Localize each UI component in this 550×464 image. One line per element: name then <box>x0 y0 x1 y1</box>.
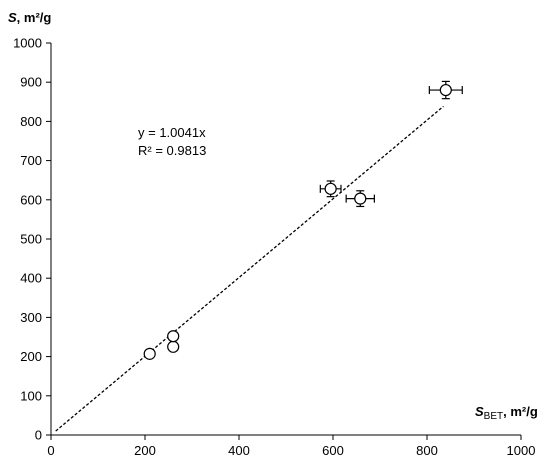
y-tick-label: 700 <box>20 153 42 168</box>
x-tick-label: 600 <box>322 443 344 458</box>
y-tick-label: 800 <box>20 114 42 129</box>
x-tick-label: 1000 <box>507 443 536 458</box>
x-axis-title-subscript: BET <box>484 411 503 422</box>
trendline-group <box>55 105 444 432</box>
x-axis-title-variable: S <box>475 404 484 419</box>
x-tick-label: 200 <box>134 443 156 458</box>
data-point-group <box>428 80 463 100</box>
data-point <box>167 330 180 343</box>
y-axis-title-unit: , m²/g <box>17 10 52 25</box>
x-axis-title: SBET, m²/g <box>475 404 538 422</box>
y-axis-title-variable: S <box>8 10 17 25</box>
data-point-group <box>143 347 156 360</box>
y-tick-label: 200 <box>20 349 42 364</box>
x-tick-label: 0 <box>47 443 54 458</box>
data-point-group <box>345 190 375 208</box>
y-tick-label: 900 <box>20 75 42 90</box>
data-point <box>439 83 452 97</box>
y-tick-label: 400 <box>20 271 42 286</box>
y-tick-label: 300 <box>20 310 42 325</box>
y-axis-title: S, m²/g <box>8 10 51 25</box>
trendline <box>55 105 444 432</box>
data-points <box>143 80 463 360</box>
y-tick-label: 100 <box>20 388 42 403</box>
data-point <box>143 347 156 360</box>
data-point-group <box>319 180 342 198</box>
trendline-equation: y = 1.0041x <box>138 125 206 140</box>
y-tick-label: 1000 <box>13 36 42 51</box>
data-point <box>354 192 367 205</box>
data-point <box>167 340 180 353</box>
y-tick-label: 600 <box>20 192 42 207</box>
y-tick-label: 500 <box>20 232 42 247</box>
x-axis: 0 200 400 600 800 1000 <box>47 434 536 458</box>
y-axis: 0 100 200 300 400 500 600 700 800 900 1000 <box>13 36 52 443</box>
data-point <box>324 182 337 195</box>
r-squared-label: R² = 0.9813 <box>138 143 206 158</box>
x-tick-label: 400 <box>228 443 250 458</box>
data-point-group <box>167 330 180 343</box>
data-point-group <box>167 340 180 353</box>
y-tick-label: 0 <box>35 428 42 443</box>
x-tick-label: 800 <box>416 443 438 458</box>
x-axis-title-unit: , m²/g <box>503 404 538 419</box>
